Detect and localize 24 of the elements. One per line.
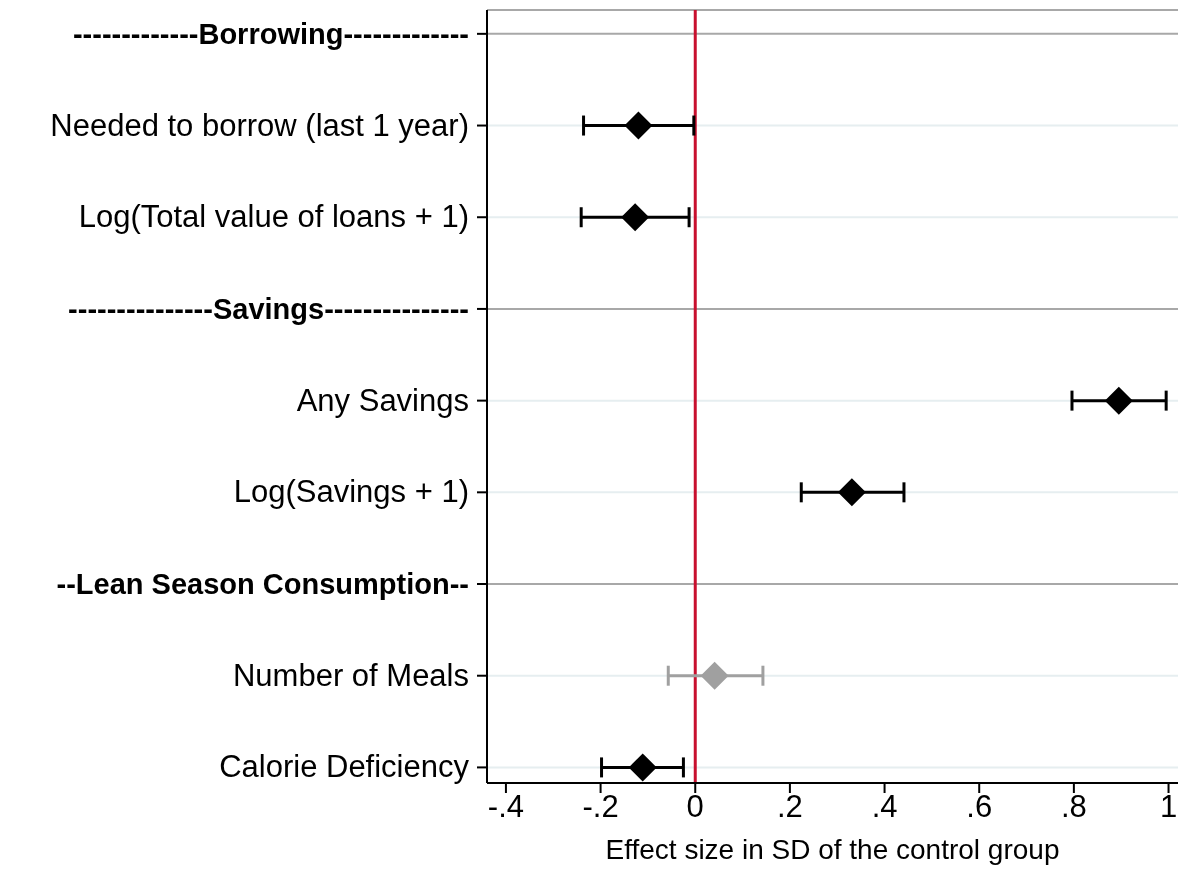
x-tick-label: -.2	[582, 789, 619, 825]
x-tick-label: .4	[871, 789, 898, 825]
point	[837, 478, 866, 507]
y-tick-label: -------------Borrowing-------------	[72, 17, 469, 50]
y-tick-label: Any Savings	[296, 382, 469, 418]
y-tick-label: Calorie Deficiency	[219, 749, 470, 785]
x-axis-title: Effect size in SD of the control group	[605, 834, 1060, 865]
x-tick-label: -.4	[487, 789, 525, 825]
y-tick-label: Number of Meals	[232, 657, 469, 693]
point	[1104, 386, 1133, 415]
x-tick-label: .6	[966, 789, 993, 825]
x-tick-label: .2	[776, 789, 803, 825]
x-tick-label: .8	[1060, 789, 1087, 825]
point	[628, 753, 657, 782]
y-tick-label: --Lean Season Consumption--	[56, 568, 469, 601]
x-tick-label: 0	[686, 789, 704, 825]
point	[624, 111, 653, 140]
x-tick-label: 1	[1159, 789, 1178, 825]
y-tick-label: ---------------Savings---------------	[68, 292, 469, 325]
y-tick-label: Needed to borrow (last 1 year)	[50, 107, 469, 143]
y-tick-label: Log(Total value of loans + 1)	[78, 199, 469, 235]
point	[621, 203, 650, 232]
y-tick-label: Log(Savings + 1)	[233, 474, 469, 510]
point	[700, 661, 729, 690]
